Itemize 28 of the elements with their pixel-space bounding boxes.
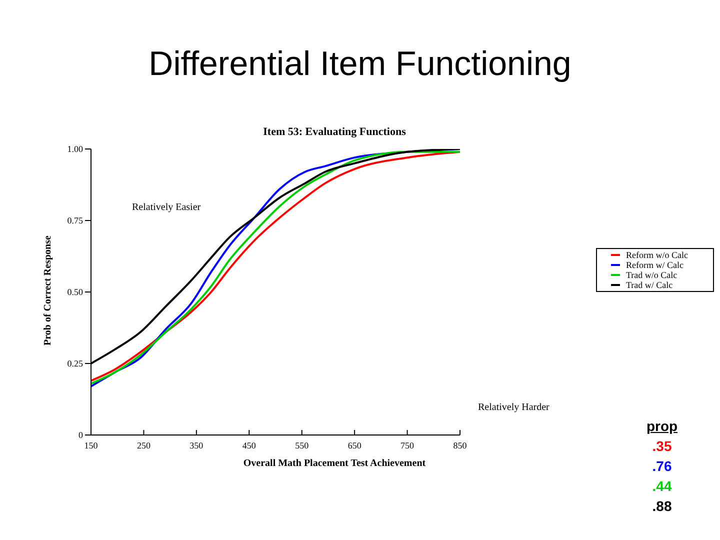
y-axis-title: Prob of Correct Response bbox=[42, 234, 54, 348]
x-tick-label: 150 bbox=[84, 440, 98, 450]
y-tick-label: 0.75 bbox=[67, 216, 84, 226]
y-tick-label: 0 bbox=[78, 430, 84, 440]
text: .44 bbox=[651, 478, 673, 494]
x-tick-label: 250 bbox=[136, 440, 151, 450]
y-tick-label: 0.50 bbox=[67, 287, 84, 298]
x-tick-label: 350 bbox=[190, 440, 204, 450]
x-tick-label: 450 bbox=[242, 440, 256, 450]
chart-subtitle: Item 53: Evaluating Functions bbox=[262, 126, 407, 138]
x-tick-label: 850 bbox=[453, 440, 468, 450]
text: .88 bbox=[651, 498, 673, 514]
legend-label: Reform w/o Calc bbox=[626, 250, 688, 260]
x-tick-label: 550 bbox=[295, 440, 310, 450]
legend-label: Trad w/o Calc bbox=[626, 270, 678, 280]
legend-label: Trad w/ Calc bbox=[626, 280, 673, 290]
text: Relatively Harder bbox=[478, 402, 550, 413]
y-tick-label: 0.25 bbox=[67, 358, 84, 369]
annotation: Relatively Easier bbox=[132, 202, 201, 213]
text: .76 bbox=[651, 458, 673, 474]
legend-label: Reform w/ Calc bbox=[626, 260, 684, 270]
x-tick-label: 650 bbox=[348, 440, 362, 450]
text: .35 bbox=[651, 438, 673, 454]
y-tick-label: 1.00 bbox=[67, 144, 84, 154]
x-tick-label: 750 bbox=[400, 440, 415, 450]
text: prop bbox=[645, 418, 679, 434]
x-axis-title: Overall Math Placement Test Achievement bbox=[242, 458, 427, 469]
chart-title: Differential Item Functioning bbox=[148, 45, 572, 84]
